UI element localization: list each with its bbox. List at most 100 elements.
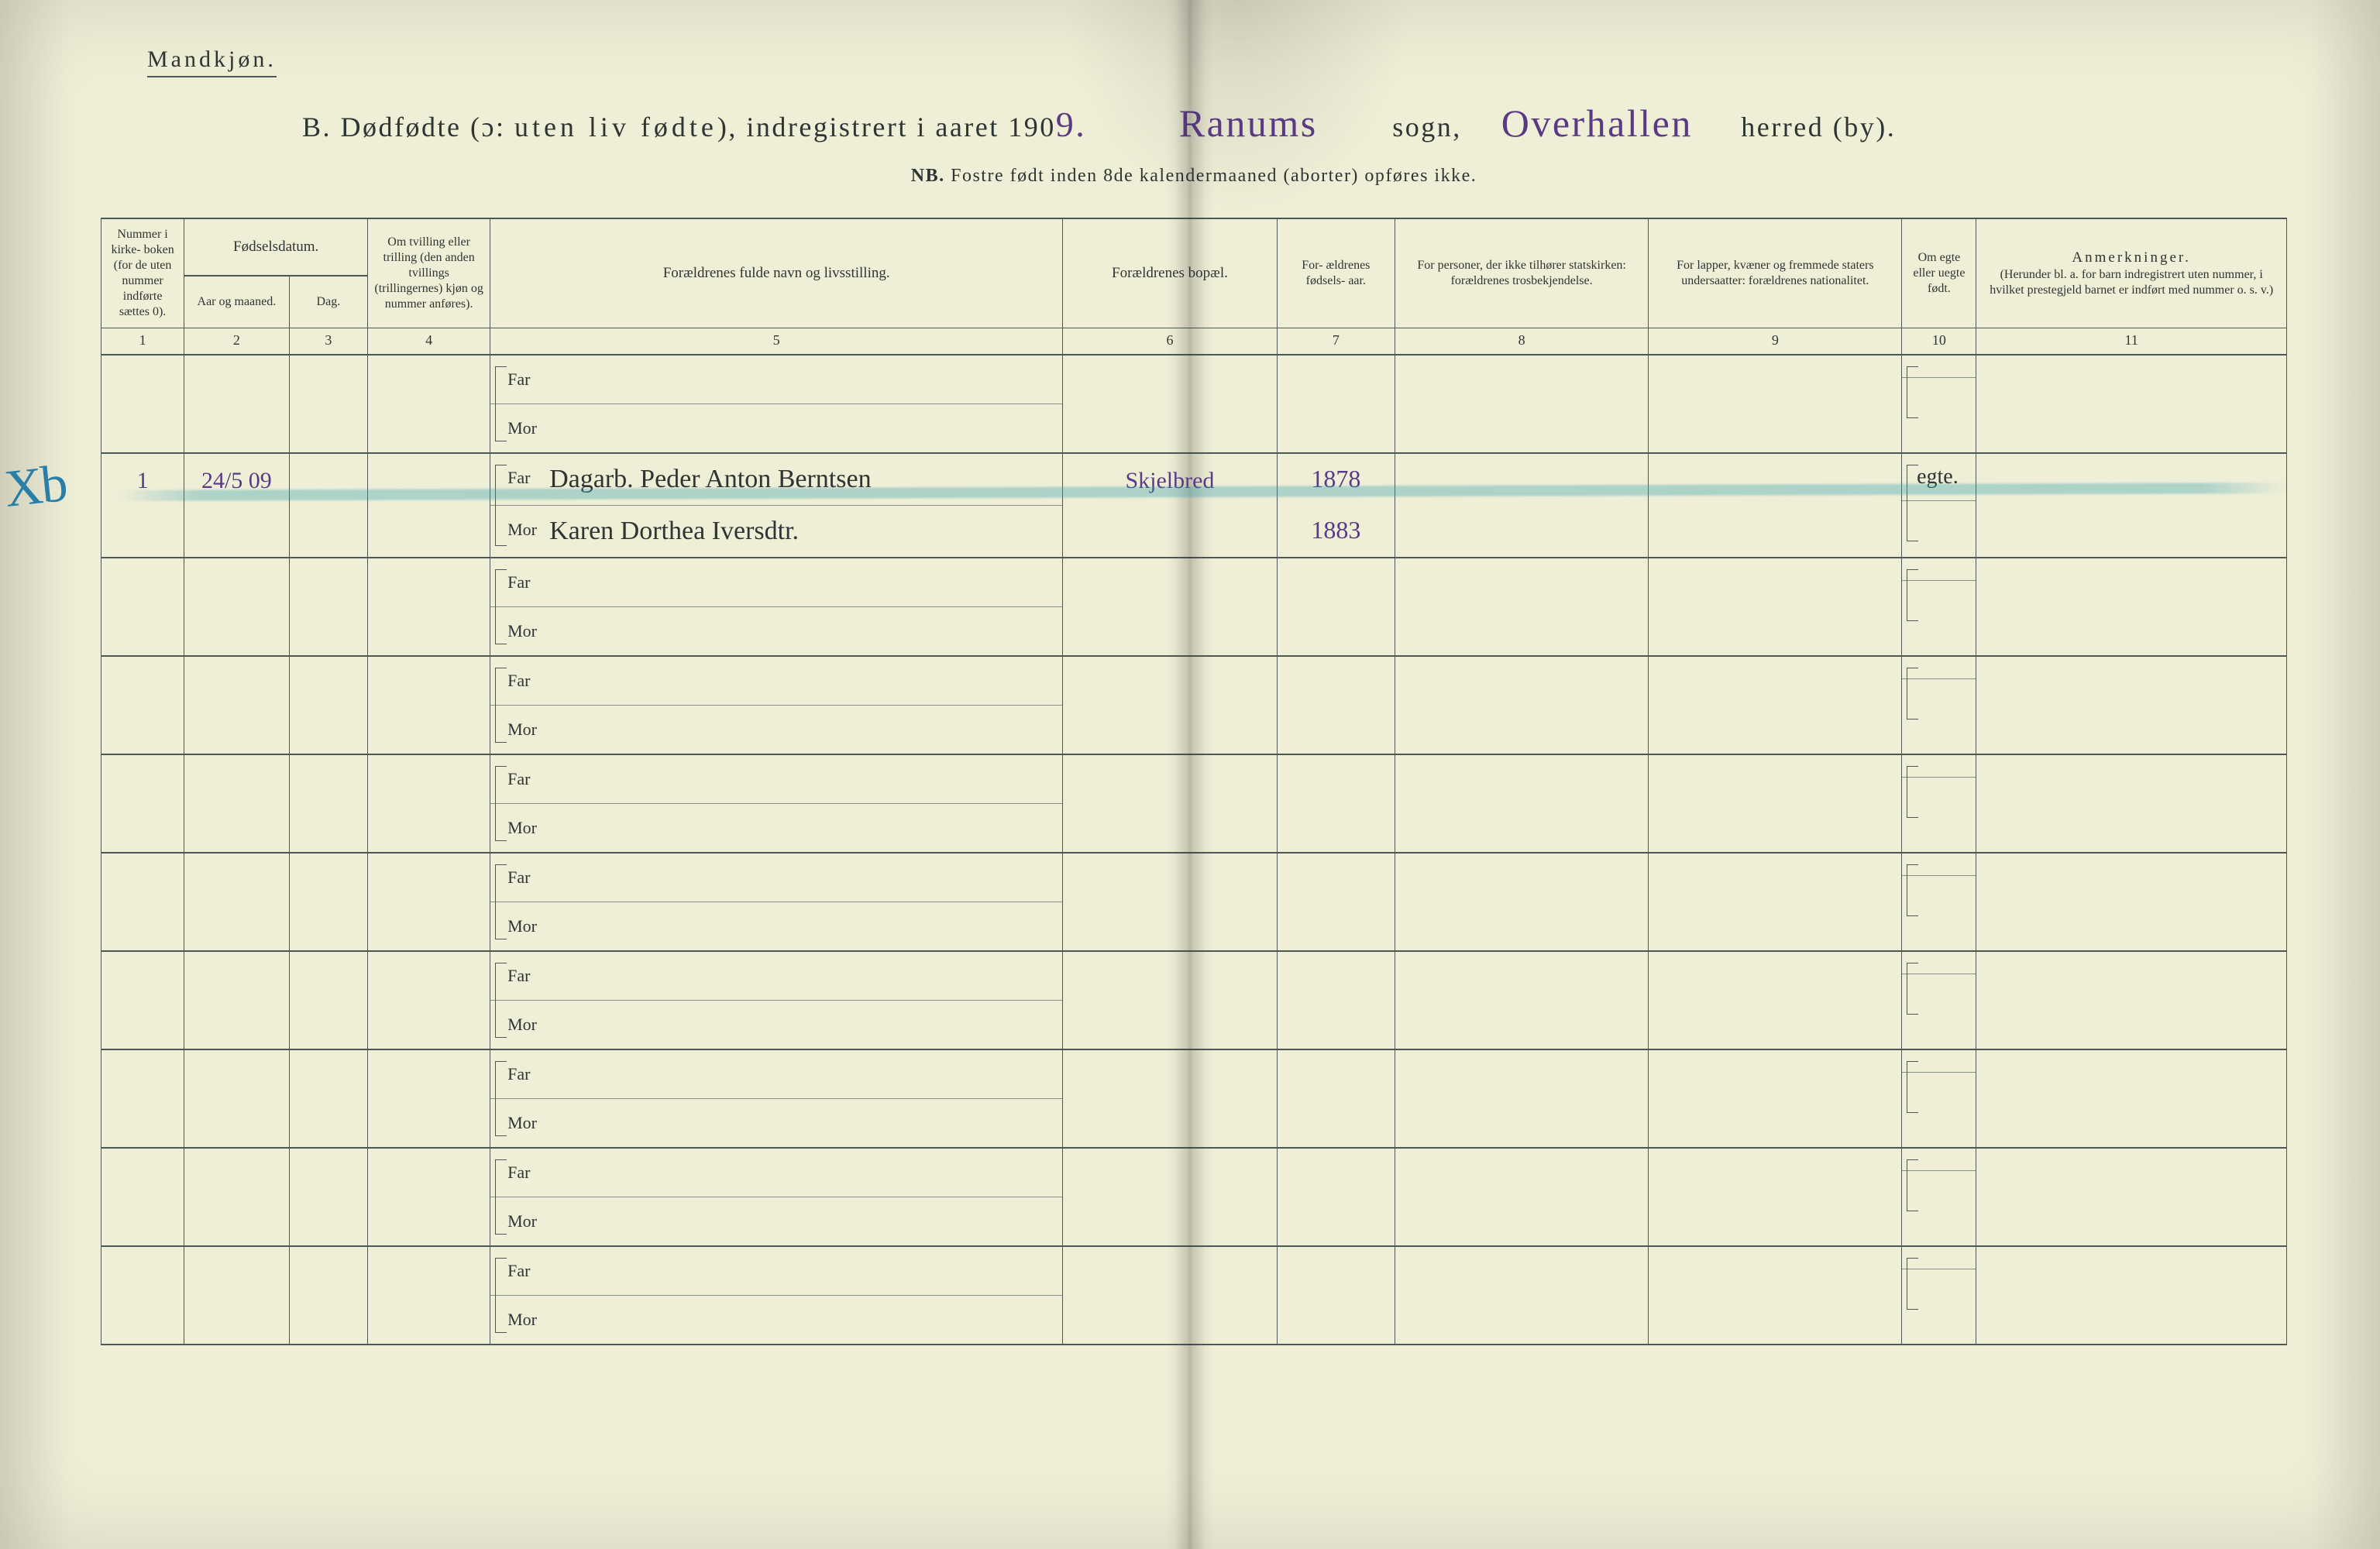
cell-c9 [1649, 1246, 1902, 1345]
cell-c2b [290, 1149, 368, 1200]
cell-c10 [1902, 952, 1976, 1025]
parent-block: Far Mor [490, 1050, 1062, 1147]
col-num-9: 9 [1649, 328, 1902, 355]
col-header-5: Forældrenes fulde navn og livsstilling. [490, 218, 1063, 328]
far-label: Far [490, 1050, 545, 1099]
cell-c11 [1976, 656, 2287, 754]
cell-c9 [1649, 453, 1902, 558]
cell-c10 [1902, 951, 1976, 1049]
cell-c5: Far Dagarb. Peder Anton Berntsen Mor Kar… [490, 453, 1063, 558]
cell-c8 [1395, 951, 1649, 1049]
cell-c6 [1063, 1247, 1276, 1298]
mor-label: Mor [490, 404, 545, 452]
note-rest: Fostre født inden 8de kalendermaaned (ab… [945, 166, 1477, 186]
cell-c10 [1902, 754, 1976, 853]
cell-c2a [184, 755, 288, 806]
mor-value [545, 1098, 1062, 1147]
cell-c8 [1395, 558, 1648, 610]
cell-c1 [101, 355, 184, 453]
cell-c7 [1277, 1246, 1395, 1345]
cell-c10 [1902, 853, 1976, 927]
parent-block: Far Mor [490, 558, 1062, 655]
cell-c10 [1902, 1149, 1976, 1222]
cell-c9 [1649, 1149, 1901, 1200]
c7-far [1278, 1050, 1395, 1073]
cell-c1 [101, 1148, 184, 1246]
cell-c2a [184, 952, 288, 1003]
cell-c7 [1277, 1049, 1395, 1148]
c10-value [1902, 355, 1976, 378]
far-value [545, 1149, 1062, 1197]
c7-far [1278, 952, 1395, 974]
cell-c10 [1902, 1246, 1976, 1345]
cell-c1 [101, 558, 184, 610]
c7-far: 1878 [1278, 454, 1395, 505]
cell-c1 [101, 656, 184, 754]
cell-c5: Far Mor [490, 1049, 1063, 1148]
far-value [545, 558, 1062, 607]
cell-c7 [1278, 853, 1395, 898]
table-row: Far Mor [101, 853, 2287, 951]
cell-c1 [101, 355, 184, 407]
cell-c11 [1976, 1050, 2286, 1101]
cell-c2a [184, 656, 289, 754]
c10-value [1902, 1149, 1976, 1171]
cell-c3 [368, 355, 490, 407]
cell-c8 [1395, 454, 1648, 505]
cell-c3 [368, 951, 490, 1049]
cell-c7: 1878 1883 [1277, 453, 1395, 558]
cell-c8 [1395, 853, 1649, 951]
c7-far [1278, 558, 1395, 581]
cell-c2a [184, 1149, 288, 1200]
cell-c8 [1395, 1246, 1649, 1345]
cell-c6: Skjelbred [1063, 454, 1276, 508]
c10-blank [1902, 500, 1976, 552]
cell-c5: Far Mor [490, 558, 1063, 656]
mor-value [545, 1000, 1062, 1049]
table-row: Far Mor [101, 1148, 2287, 1246]
cell-c9 [1649, 355, 1902, 453]
cell-c10 [1902, 853, 1976, 951]
cell-c7 [1277, 853, 1395, 951]
cell-c9 [1649, 853, 1902, 951]
far-value [545, 1247, 1062, 1296]
cell-c11 [1976, 1246, 2287, 1345]
col-header-7: For- ældrenes fødsels- aar. [1277, 218, 1395, 328]
cell-c5: Far Mor [490, 754, 1063, 853]
cell-c10 [1902, 657, 1976, 730]
c10-value [1902, 657, 1976, 679]
cell-c2b [290, 755, 368, 806]
margin-annotation: Xb [2, 452, 69, 520]
cell-c2b [289, 754, 368, 853]
mor-value [545, 803, 1062, 852]
col-num-3: 3 [289, 328, 368, 355]
col-header-8: For personer, der ikke tilhører statskir… [1395, 218, 1649, 328]
cell-c3 [368, 558, 490, 610]
cell-c2a [184, 558, 288, 610]
cell-c1 [101, 558, 184, 656]
cell-c1 [101, 1247, 184, 1298]
cell-c8 [1395, 558, 1649, 656]
c7-mor [1278, 378, 1395, 400]
cell-c10 [1902, 355, 1976, 429]
cell-c11 [1976, 355, 2286, 407]
cell-c2b [289, 1246, 368, 1345]
cell-c2a [184, 1247, 288, 1298]
col-header-2-group: Fødselsdatum. [184, 218, 368, 276]
cell-c2a [184, 754, 289, 853]
c7-mor [1278, 1171, 1395, 1193]
c7-mor [1278, 876, 1395, 898]
parent-block: Far Dagarb. Peder Anton Berntsen Mor Kar… [490, 454, 1062, 557]
table-row: 124/5 09 Far Dagarb. Peder Anton Berntse… [101, 453, 2287, 558]
cell-c9 [1649, 558, 1902, 656]
cell-c5: Far Mor [490, 355, 1063, 453]
cell-c6 [1063, 853, 1277, 951]
c7-far [1278, 755, 1395, 778]
cell-c2b [290, 355, 368, 407]
cell-c3 [368, 355, 490, 453]
far-label: Far [490, 755, 545, 804]
cell-c1 [101, 952, 184, 1003]
cell-c7 [1277, 656, 1395, 754]
cell-c2a [184, 1246, 289, 1345]
c10-blank [1902, 777, 1976, 829]
